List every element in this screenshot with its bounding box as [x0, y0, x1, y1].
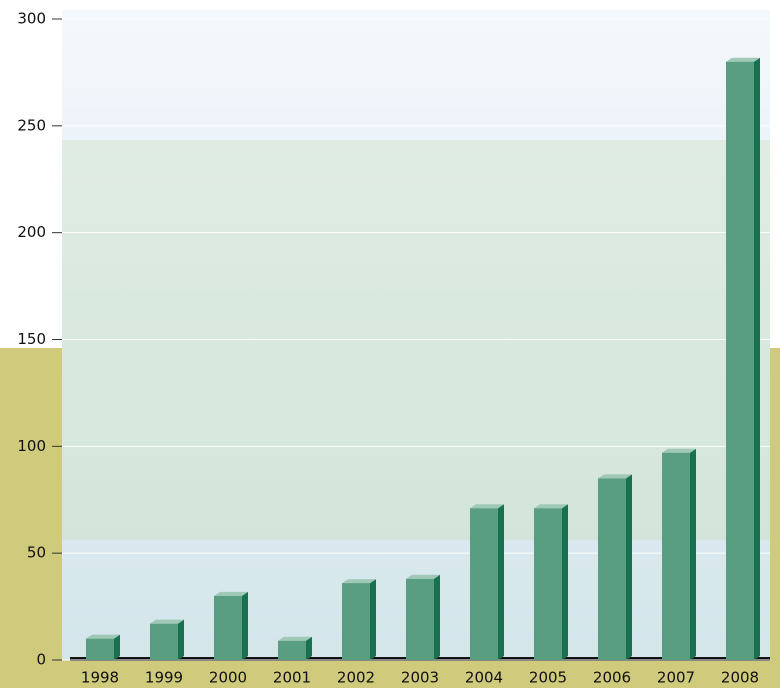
bar [406, 578, 434, 660]
bar-side [562, 504, 568, 660]
bar-top [150, 619, 184, 624]
bar [470, 508, 498, 660]
x-tick-label: 1998 [81, 669, 119, 687]
bar [726, 61, 754, 660]
bar-top [534, 504, 568, 509]
bar [598, 478, 626, 660]
bar [662, 452, 690, 660]
x-tick-label: 2008 [721, 669, 759, 687]
bar-side [626, 474, 632, 660]
bar [342, 583, 370, 660]
y-tick-label: 0 [36, 651, 46, 669]
x-tick-label: 2007 [657, 669, 695, 687]
x-tick-label: 2000 [209, 669, 247, 687]
bar-top [214, 591, 248, 596]
bar-side [178, 619, 184, 660]
y-tick-label: 250 [17, 116, 46, 134]
x-tick-label: 2005 [529, 669, 567, 687]
y-tick-label: 300 [17, 10, 46, 28]
bar-top [726, 57, 760, 62]
x-tick-label: 2002 [337, 669, 375, 687]
bar-top [598, 474, 632, 479]
x-tick-label: 2004 [465, 669, 503, 687]
bar-side [242, 591, 248, 660]
y-tick-label: 50 [27, 544, 46, 562]
bar-top [342, 579, 376, 584]
y-tick-label: 100 [17, 437, 46, 455]
plot-area [62, 10, 770, 660]
bar-side [754, 57, 760, 660]
bar [214, 595, 242, 660]
x-tick-label: 2001 [273, 669, 311, 687]
bar-top [662, 448, 696, 453]
bar-top [470, 504, 504, 509]
bar-top [278, 636, 312, 641]
bar-top [406, 574, 440, 579]
y-tick-label: 200 [17, 223, 46, 241]
bar-side [370, 579, 376, 660]
bar [150, 623, 178, 660]
bar-side [690, 448, 696, 660]
x-tick-label: 2003 [401, 669, 439, 687]
bar [86, 638, 114, 660]
bar-side [498, 504, 504, 660]
bar [278, 640, 306, 660]
bar-side [306, 636, 312, 660]
bar-top [86, 634, 120, 639]
bar-side [114, 634, 120, 660]
x-tick-label: 1999 [145, 669, 183, 687]
y-tick-label: 150 [17, 330, 46, 348]
bar-side [434, 574, 440, 660]
bar [534, 508, 562, 660]
x-tick-label: 2006 [593, 669, 631, 687]
